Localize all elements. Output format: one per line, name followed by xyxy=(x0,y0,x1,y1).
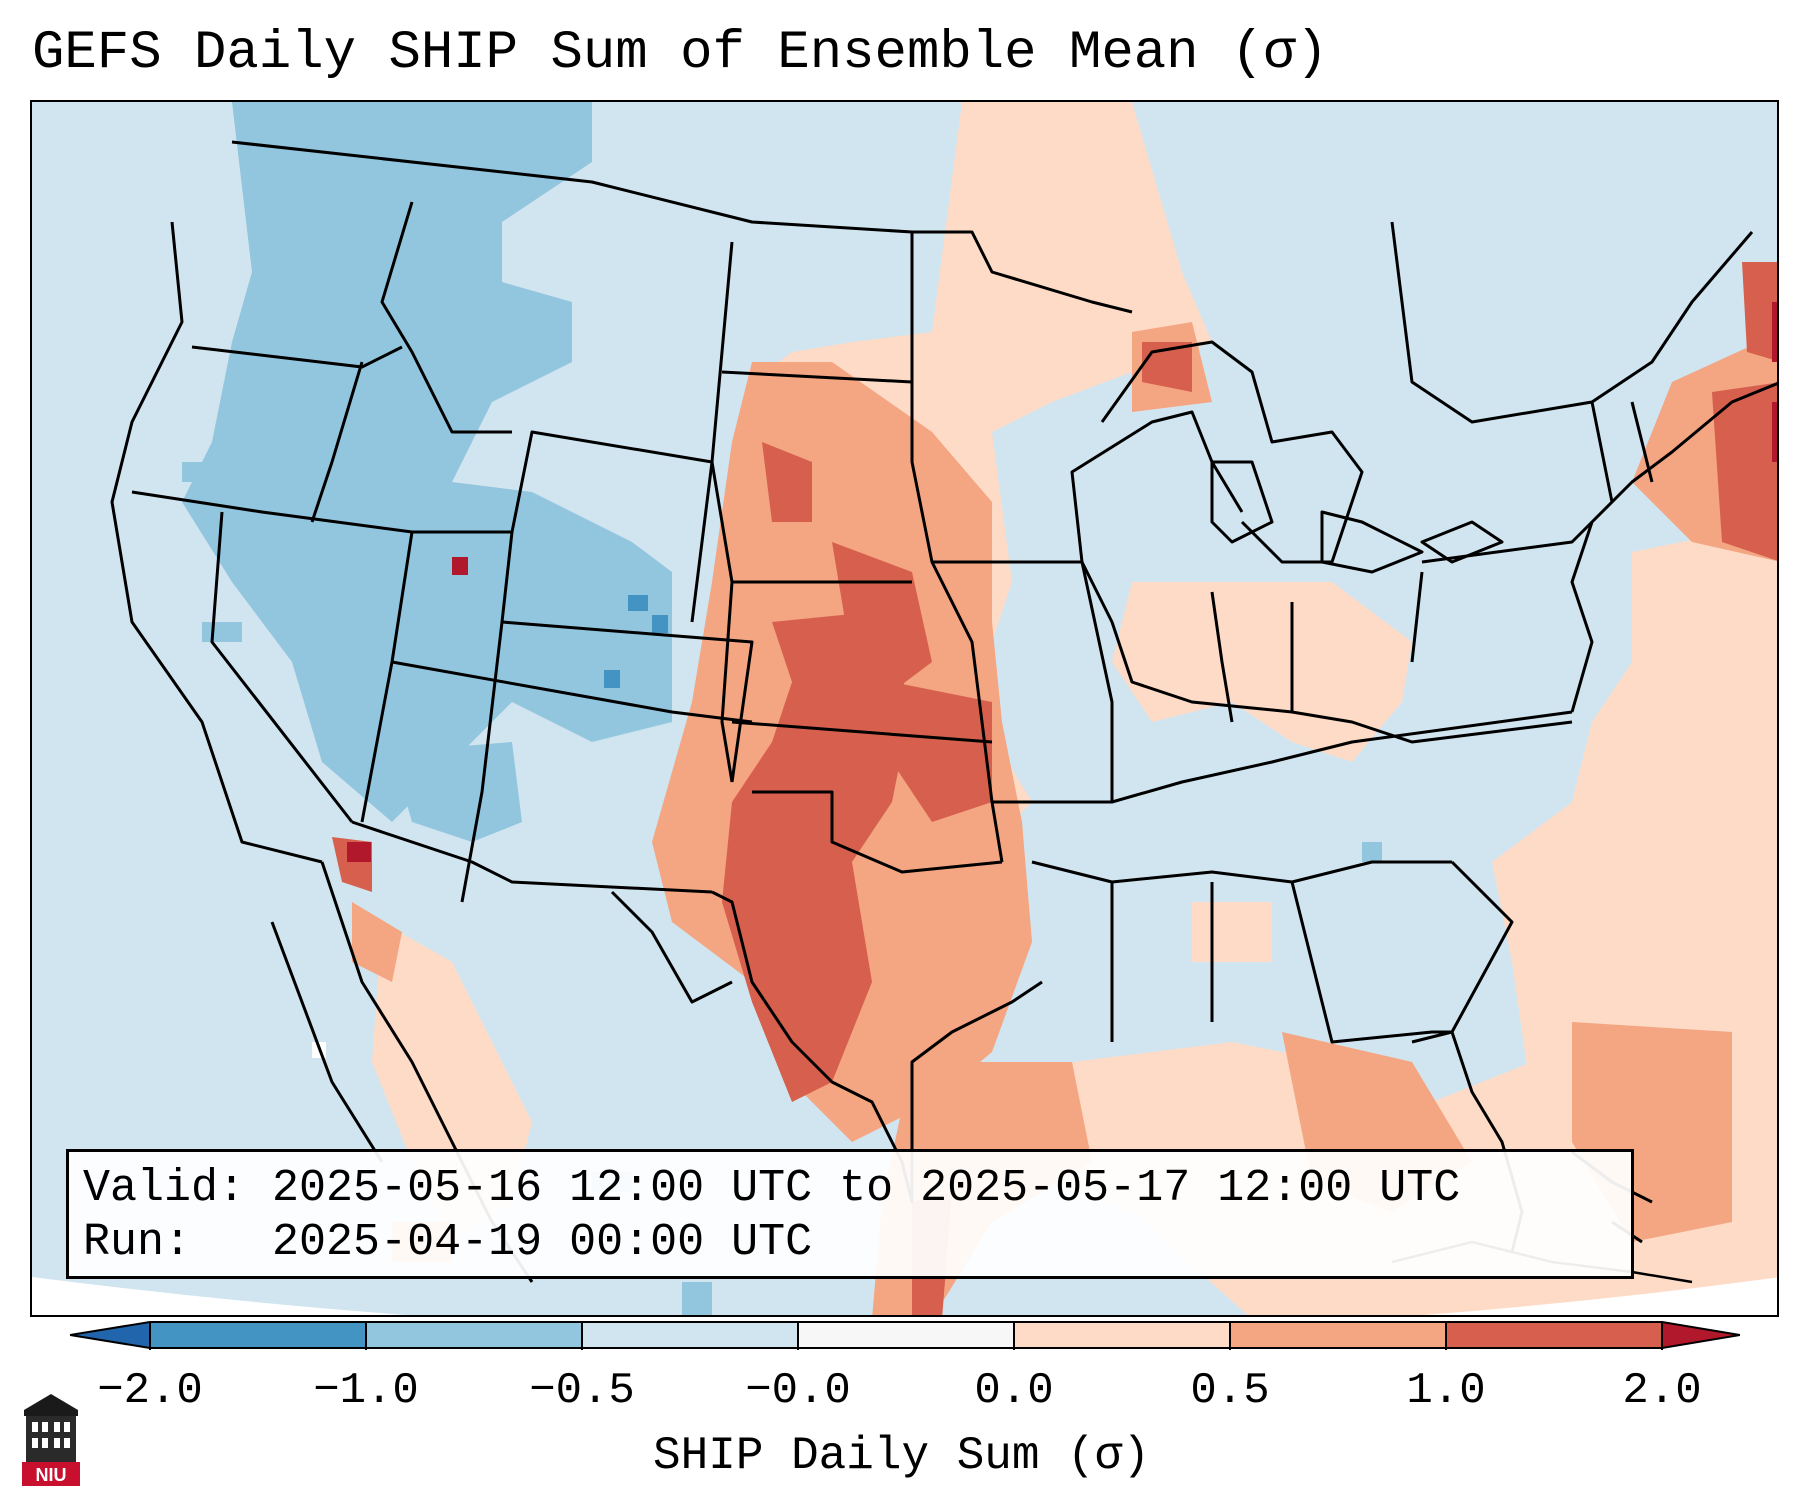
colorbar-tick-label: −0.0 xyxy=(745,1366,851,1416)
colorbar-under-arrow xyxy=(70,1322,150,1348)
colorbar-tick-label: 2.0 xyxy=(1622,1366,1702,1416)
run-label: Run: xyxy=(83,1217,192,1268)
colorbar-segment-1 xyxy=(150,1322,366,1348)
chart-title: GEFS Daily SHIP Sum of Ensemble Mean (σ) xyxy=(32,23,1329,84)
colorbar-tick-label: 0.5 xyxy=(1190,1366,1270,1416)
ship-map xyxy=(32,102,1777,1315)
colorbar-segment-7 xyxy=(1446,1322,1662,1348)
colorbar-segment-4 xyxy=(798,1322,1014,1348)
colorbar-over-arrow xyxy=(1662,1322,1740,1348)
logo-text: NIU xyxy=(36,1465,67,1485)
boundaries-layer xyxy=(110,140,1777,1284)
university-building-icon: NIU xyxy=(22,1394,80,1486)
colorbar-tick-label: 0.0 xyxy=(974,1366,1054,1416)
colorbar-segment-6 xyxy=(1230,1322,1446,1348)
colorbar-label: SHIP Daily Sum (σ) xyxy=(653,1430,1150,1482)
colorbar-tick-label: −1.0 xyxy=(313,1366,419,1416)
strong-negative-cells xyxy=(604,595,668,688)
colorbar-tick-label: −0.5 xyxy=(529,1366,635,1416)
colorbar-tick-label: 1.0 xyxy=(1406,1366,1486,1416)
valid-run-info-box: Valid: 2025-05-16 12:00 UTC to 2025-05-1… xyxy=(66,1149,1634,1279)
domain-edge xyxy=(32,1277,1777,1315)
colorbar-tick-label: −2.0 xyxy=(97,1366,203,1416)
valid-value: 2025-05-16 12:00 UTC to 2025-05-17 12:00… xyxy=(272,1163,1461,1214)
colorbar-segment-5 xyxy=(1014,1322,1230,1348)
extreme-positive-cells xyxy=(347,302,1777,862)
colorbar-segment-3 xyxy=(582,1322,798,1348)
colorbar xyxy=(70,1321,1740,1350)
colorbar-segment-2 xyxy=(366,1322,582,1348)
map-panel xyxy=(30,100,1779,1317)
valid-label: Valid: xyxy=(83,1163,246,1214)
run-value: 2025-04-19 00:00 UTC xyxy=(272,1217,813,1268)
